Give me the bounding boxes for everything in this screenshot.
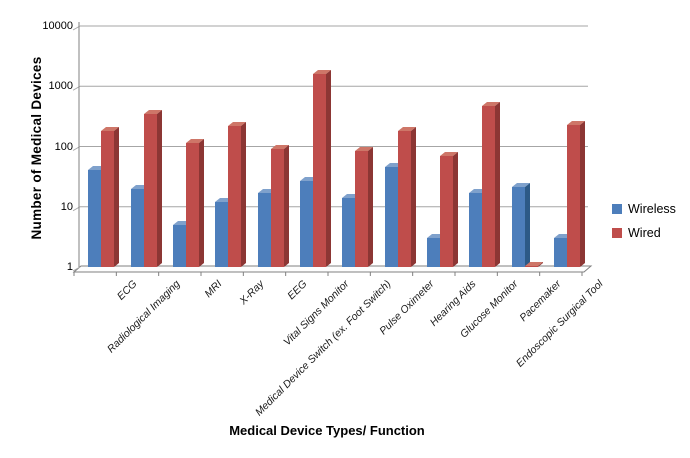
bar-wireless-Vital Signs Monitor — [299, 180, 313, 267]
bar-wireless-Hearing Aids — [426, 238, 440, 267]
y-tick-label-100: 100 — [54, 140, 73, 153]
bar-wired-Vital Signs Monitor — [312, 73, 326, 267]
bar-wired-ECG — [101, 131, 115, 267]
bar-wired-Pulse Oximeter — [397, 131, 411, 267]
bar-wired-X-Ray — [228, 125, 242, 267]
bar-wireless-EEG — [257, 192, 271, 267]
x-axis-title: Medical Device Types/ Function — [229, 423, 425, 438]
legend-item-wireless: Wireless — [612, 202, 676, 216]
bar-wireless-Medical Device Switch (ex. Foot Switch) — [342, 197, 356, 267]
legend: Wireless Wired — [612, 202, 676, 250]
bar-wired-EEG — [270, 149, 284, 267]
y-tick-label-1000: 1000 — [48, 80, 73, 93]
bar-wireless-ECG — [88, 170, 102, 267]
bar-wireless-Pacemaker — [511, 187, 525, 267]
wireless-legend-label: Wireless — [628, 202, 676, 216]
bar-wired-Medical Device Switch (ex. Foot Switch) — [355, 150, 369, 267]
bar-wireless-MRI — [172, 224, 186, 267]
bar-wired-Pacemaker — [524, 266, 538, 267]
legend-item-wired: Wired — [612, 226, 676, 240]
wired-legend-label: Wired — [628, 226, 661, 240]
wired-swatch-icon — [612, 228, 622, 238]
bar-wired-Hearing Aids — [439, 155, 453, 267]
bar-wireless-Radiological Imaging — [130, 188, 144, 267]
bar-wired-Radiological Imaging — [143, 113, 157, 267]
wireless-swatch-icon — [612, 204, 622, 214]
bar-wireless-Pulse Oximeter — [384, 167, 398, 267]
y-tick-label-1: 1 — [66, 261, 73, 273]
bar-wired-MRI — [185, 142, 199, 267]
bar-wireless-Glucose Monitor — [469, 192, 483, 267]
y-axis-tick — [72, 266, 81, 272]
y-tick-label-10000: 10000 — [42, 20, 73, 32]
bar-wireless-X-Ray — [215, 201, 229, 267]
bar-wired-Glucose Monitor — [482, 106, 496, 267]
bar-wired-Endoscopic Surgical Tool — [566, 124, 580, 267]
bar-wireless-Endoscopic Surgical Tool — [553, 238, 567, 267]
y-tick-label-10: 10 — [60, 200, 73, 213]
